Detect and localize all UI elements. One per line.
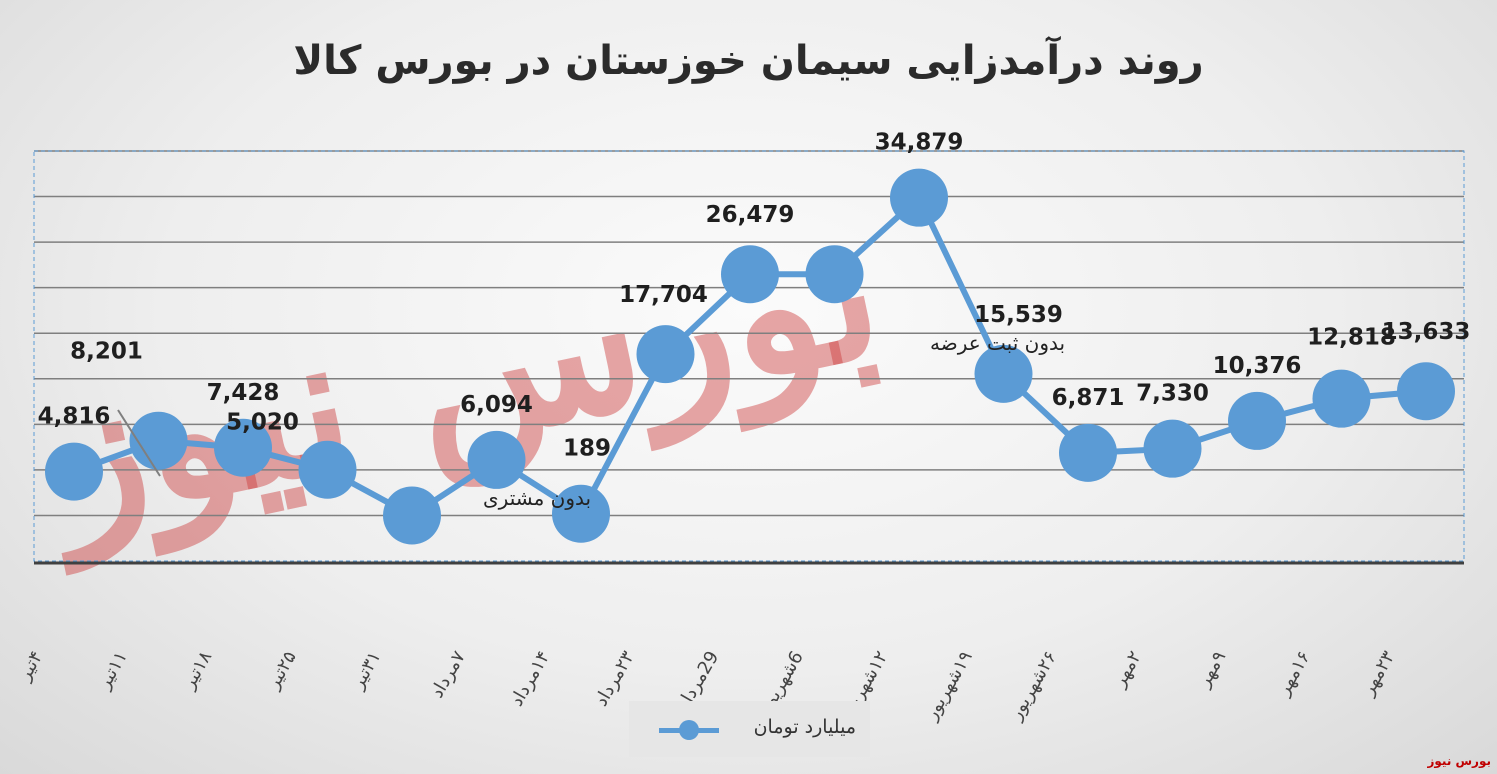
x-tick-label: ۱۹شهریور xyxy=(920,648,977,725)
series xyxy=(45,168,1455,545)
data-label: 17,704 xyxy=(619,282,708,308)
data-label: 8,201 xyxy=(70,339,143,365)
data-point xyxy=(1143,419,1202,478)
data-point xyxy=(552,484,610,543)
data-point xyxy=(721,245,779,304)
legend-marker-icon xyxy=(679,720,699,740)
data-label: 10,376 xyxy=(1213,353,1302,379)
data-label: 4,816 xyxy=(38,404,111,430)
annotation-no-offer: بدون ثبت عرضه xyxy=(930,331,1065,355)
data-label: 5,020 xyxy=(226,410,299,436)
data-labels: 4,816 8,201 7,428 5,020 6,094 189 17,704 26,479… xyxy=(38,130,1471,477)
plot-area-border xyxy=(33,150,1465,562)
x-tick-label: ۲مهر xyxy=(1108,648,1145,692)
x-tick-label: ۹مهر xyxy=(1193,648,1230,692)
x-tick-label: ۱۱تیر xyxy=(93,648,132,694)
data-point xyxy=(129,411,188,470)
chart-title: روند درآمدزایی سیمان خوزستان در بورس کال… xyxy=(293,38,1204,84)
watermark-text: بورس نیوز xyxy=(1427,754,1491,768)
x-tick-label: ۷مرداد xyxy=(427,647,470,701)
data-label: 7,428 xyxy=(207,380,280,406)
data-point xyxy=(298,440,357,499)
data-label: 15,539 xyxy=(974,302,1063,328)
annotations: بدون مشتری بدون ثبت عرضه xyxy=(483,331,1065,510)
data-point xyxy=(214,418,272,477)
data-point xyxy=(1397,362,1455,421)
data-label: 7,330 xyxy=(1136,381,1209,407)
data-point xyxy=(45,442,103,501)
data-label: 6,871 xyxy=(1052,385,1125,411)
x-tick-label: ۲۵تیر xyxy=(262,648,301,694)
leader-line xyxy=(117,409,161,477)
data-point xyxy=(383,486,441,545)
data-label: 34,879 xyxy=(875,130,964,156)
data-point xyxy=(805,245,864,304)
data-label: 189 xyxy=(563,436,611,462)
data-point xyxy=(1228,391,1286,450)
legend-label: میلیارد تومان xyxy=(753,716,856,738)
x-tick-label: ۲۶شهریور xyxy=(1005,648,1062,725)
x-tick-label: ۱۶مهر xyxy=(1273,648,1315,700)
x-tick-label: ۴تیر xyxy=(14,648,48,685)
data-point xyxy=(974,344,1033,403)
x-tick-label: ۲۳مهر xyxy=(1357,647,1399,700)
data-point xyxy=(636,325,695,384)
x-tick-label: ۱۴مرداد xyxy=(506,648,554,710)
x-tick-label: ۱۸تیر xyxy=(178,647,217,693)
data-point xyxy=(467,430,526,489)
data-label: 12,818 xyxy=(1307,325,1396,351)
legend: میلیارد تومان xyxy=(629,701,870,757)
data-label: 6,094 xyxy=(460,392,533,418)
data-point xyxy=(1312,369,1371,428)
annotation-no-buyer: بدون مشتری xyxy=(483,486,591,510)
data-point xyxy=(890,168,948,227)
data-label: 26,479 xyxy=(706,202,795,228)
x-tick-label: ۳۱تیر xyxy=(347,648,386,694)
data-point xyxy=(1059,423,1117,482)
data-label: 13,633 xyxy=(1382,319,1471,345)
